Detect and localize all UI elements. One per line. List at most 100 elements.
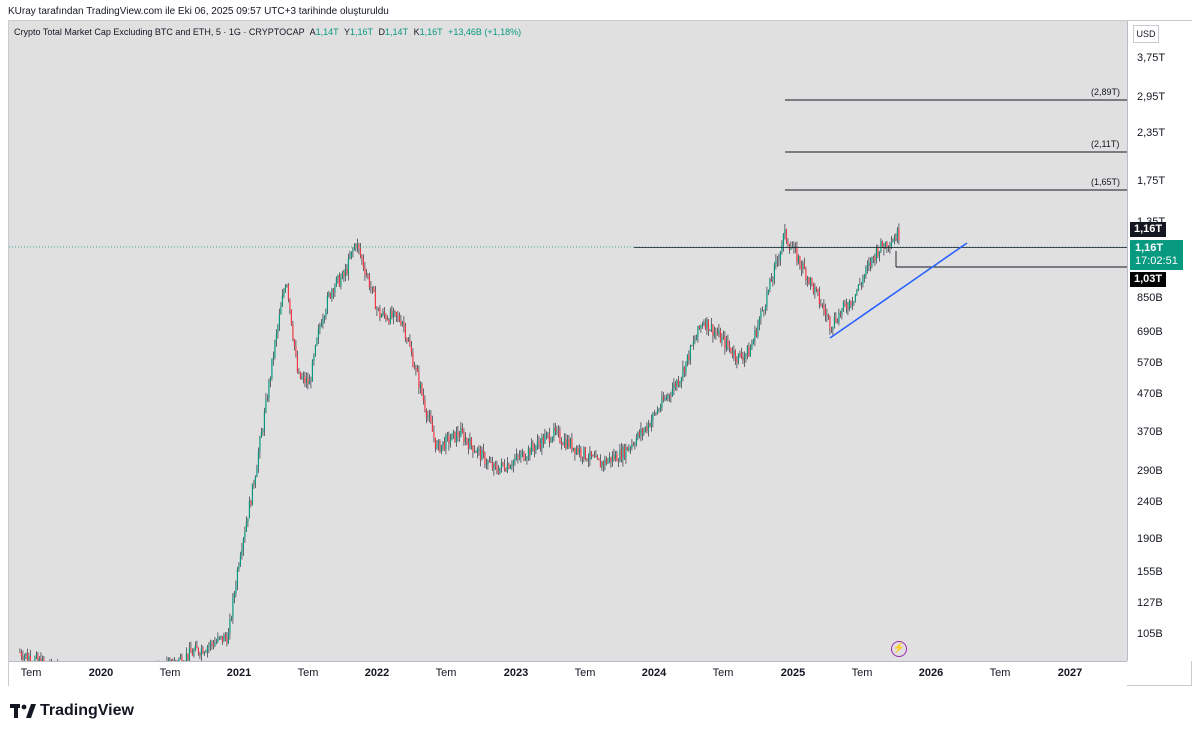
candle-body [412, 352, 414, 367]
candle-body [260, 432, 263, 438]
candle-body [283, 291, 285, 296]
candle-body [277, 325, 279, 333]
crosshair-price-label: 1,16T [1130, 222, 1167, 237]
candle-body [551, 437, 554, 441]
y-tick: 2,35T [1137, 127, 1166, 139]
candle-body [848, 300, 851, 310]
candle-body [740, 353, 743, 358]
candle-body [443, 441, 446, 450]
candle-body [839, 312, 842, 315]
candle-body [698, 326, 701, 329]
candle-body [326, 295, 329, 311]
x-tick: 2027 [1057, 667, 1083, 679]
candle-body [263, 411, 266, 431]
candle-body [664, 398, 666, 401]
candle-body [421, 383, 423, 395]
candle-body [653, 413, 656, 414]
candle-body [611, 455, 614, 462]
candle-body [385, 314, 387, 320]
candle-body [539, 443, 542, 449]
candle-body [752, 339, 755, 345]
price-chart[interactable] [9, 21, 1127, 661]
candle-body [404, 325, 407, 339]
candle-body [413, 366, 416, 369]
candle-body [760, 310, 762, 319]
candle-body [287, 284, 290, 299]
candle-body [655, 413, 657, 414]
candle-body [748, 346, 750, 357]
candle-body [742, 357, 744, 361]
candle-body [274, 341, 276, 358]
candle-body [533, 447, 536, 451]
candle-body [391, 310, 393, 318]
x-tick: Tem [435, 667, 457, 679]
candle-body [487, 460, 489, 465]
candle-body [665, 398, 668, 399]
y-tick: 155B [1137, 566, 1163, 578]
candle-body [677, 380, 680, 386]
candle-body [604, 458, 606, 466]
candle-body [265, 398, 267, 412]
candle-body [275, 332, 278, 342]
candle-body [317, 329, 320, 339]
candle-body [889, 246, 891, 248]
candle-body [838, 312, 840, 323]
candle-body [644, 426, 647, 431]
candle-body [829, 316, 831, 329]
candle-body [217, 637, 219, 642]
candle-body [773, 264, 776, 280]
candle-body [586, 458, 588, 461]
candle-body [610, 457, 612, 462]
candle-body [467, 442, 470, 449]
candle-body [481, 449, 483, 461]
candle-body [673, 383, 675, 390]
candle-body [304, 376, 306, 384]
candle-body [313, 355, 315, 362]
candle-body [352, 249, 354, 252]
candle-body [302, 376, 305, 378]
candle-body [643, 430, 645, 434]
candle-body [350, 251, 353, 258]
candle-body [242, 538, 245, 550]
candle-body [505, 469, 507, 472]
candle-body [701, 324, 704, 326]
candle-body [479, 448, 482, 461]
candle-body [733, 350, 735, 356]
candle-body [769, 279, 771, 290]
candle-body [187, 653, 189, 660]
lightning-icon[interactable]: ⚡ [891, 641, 907, 657]
candle-body [376, 307, 378, 310]
candle-body [656, 410, 659, 414]
candle-body [553, 427, 555, 438]
candle-body [325, 310, 327, 317]
x-tick: 2023 [503, 667, 529, 679]
candle-body [647, 423, 650, 431]
time-axis[interactable] [9, 661, 1127, 686]
candle-body [461, 428, 464, 433]
candle-body [641, 428, 644, 434]
candle-body [212, 644, 215, 647]
candle-body [799, 256, 801, 265]
candle-body [583, 447, 585, 459]
candle-body [607, 460, 609, 464]
candle-body [649, 423, 651, 427]
y-tick: 105B [1137, 628, 1163, 640]
currency-unit[interactable]: USD [1133, 25, 1159, 43]
candle-body [271, 358, 273, 379]
legend-low-label: D [378, 27, 386, 37]
candle-body [515, 454, 518, 459]
candle-body [238, 565, 240, 570]
candle-body [454, 431, 456, 442]
price-axis[interactable] [1127, 21, 1192, 661]
candle-body [542, 436, 545, 444]
candle-body [179, 656, 182, 659]
candle-body [812, 283, 815, 293]
candle-body [734, 350, 737, 360]
candle-body [587, 459, 590, 461]
candle-body [628, 447, 630, 451]
candle-body [241, 549, 243, 556]
candle-body [446, 435, 449, 437]
candle-body [518, 456, 521, 459]
candle-body [577, 448, 579, 453]
candle-body [722, 336, 725, 337]
